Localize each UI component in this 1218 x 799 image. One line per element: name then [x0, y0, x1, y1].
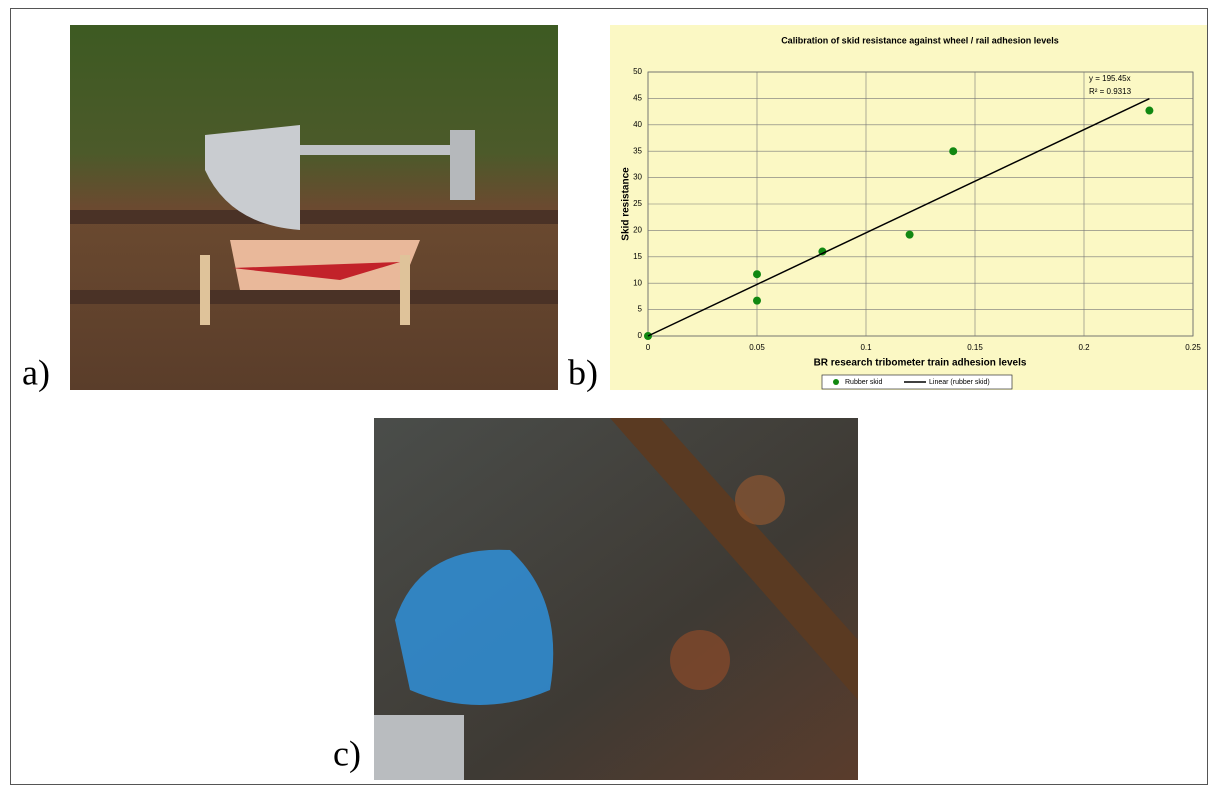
y-tick-label: 20: [633, 226, 642, 235]
panel-label: c): [333, 733, 361, 773]
photo-c: [374, 418, 858, 780]
chart-title: Calibration of skid resistance against w…: [781, 35, 1059, 45]
data-point: [906, 231, 914, 239]
data-point: [753, 270, 761, 278]
y-tick-label: 40: [633, 120, 642, 129]
annotation: y = 195.45x: [1089, 74, 1131, 83]
panel-label: b): [568, 352, 598, 392]
y-tick-label: 30: [633, 173, 642, 182]
annotation: R² = 0.9313: [1089, 87, 1132, 96]
y-tick-label: 0: [638, 331, 643, 340]
x-tick-label: 0.25: [1185, 343, 1201, 352]
y-axis-label: Skid resistance: [621, 167, 632, 241]
y-tick-label: 10: [633, 278, 642, 287]
legend-label: Linear (rubber skid): [929, 379, 990, 386]
x-tick-label: 0.1: [860, 343, 872, 352]
y-tick-label: 45: [633, 94, 642, 103]
y-tick-label: 35: [633, 146, 642, 155]
figure: a) c) b) Calibration of skid resistance …: [0, 0, 1218, 794]
photo-a: [70, 25, 558, 390]
x-tick-label: 0: [646, 343, 651, 352]
y-tick-label: 5: [638, 305, 643, 314]
x-tick-label: 0.15: [967, 343, 983, 352]
data-point: [1145, 107, 1153, 115]
legend-marker: [833, 379, 839, 385]
y-tick-label: 25: [633, 199, 642, 208]
panel-label: a): [22, 352, 50, 392]
x-axis-label: BR research tribometer train adhesion le…: [814, 358, 1027, 369]
x-tick-label: 0.05: [749, 343, 765, 352]
y-tick-label: 50: [633, 67, 642, 76]
y-tick-label: 15: [633, 252, 642, 261]
legend-label: Rubber skid: [845, 379, 882, 386]
x-tick-label: 0.2: [1078, 343, 1090, 352]
data-point: [753, 297, 761, 305]
data-point: [949, 147, 957, 155]
